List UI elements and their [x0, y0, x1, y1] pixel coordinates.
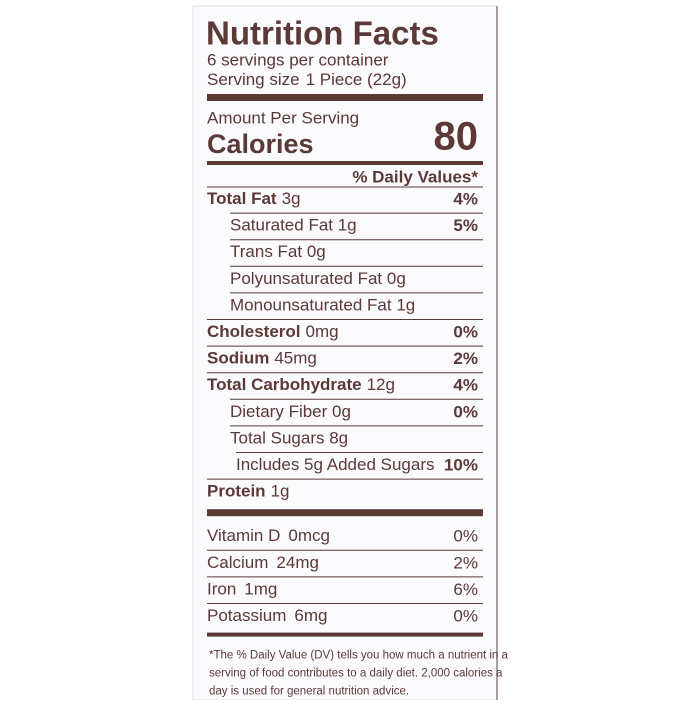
footnote-line: serving of food contributes to a daily d…: [209, 668, 503, 680]
serving-size: Serving size 1 Piece (22g): [207, 70, 407, 89]
dv-header: % Daily Values*: [352, 167, 478, 186]
panel: [192, 5, 498, 701]
nutrient-amount: 1g: [271, 482, 290, 501]
nutrient-row: Includes 5g Added Sugars: [236, 455, 434, 474]
nutrient-name: Sodium: [207, 349, 269, 368]
nutrient-row: Polyunsaturated Fat 0g: [230, 269, 406, 288]
nutrient-name: Polyunsaturated Fat 0g: [230, 269, 406, 288]
vitamin-dv: 0%: [453, 527, 478, 546]
nutrient-name: Total Carbohydrate: [207, 376, 362, 395]
title: Nutrition Facts: [206, 15, 439, 52]
thick-rule: [207, 94, 483, 101]
nutrient-row: Sodium 45mg: [207, 349, 317, 368]
nutrient-row: Trans Fat 0g: [230, 243, 326, 262]
calories-value: 80: [434, 115, 479, 159]
medium-rule: [207, 161, 483, 165]
vitamin-amount: 6mg: [294, 606, 327, 625]
servings: 6 servings per container: [207, 50, 389, 69]
vitamin-name: Potassium: [207, 606, 286, 625]
nutrient-row: Dietary Fiber 0g: [230, 402, 351, 421]
nutrient-amount: 0mg: [306, 322, 339, 341]
medium-rule: [207, 632, 483, 637]
nutrient-row: Cholesterol 0mg: [207, 322, 339, 341]
nutrient-row: Total Sugars 8g: [230, 429, 348, 448]
nutrient-row: Monounsaturated Fat 1g: [230, 296, 415, 315]
vitamin-amount: 0mcg: [288, 527, 330, 546]
nutrient-dv: 0%: [453, 322, 478, 341]
serving-size-label: Serving size: [207, 70, 300, 89]
nutrient-amount: 3g: [282, 189, 301, 208]
footnote-line: *The % Daily Value (DV) tells you how mu…: [209, 650, 509, 662]
nutrient-name: Total Sugars 8g: [230, 429, 348, 448]
vitamin-dv: 2%: [453, 553, 478, 572]
nutrient-dv: 2%: [453, 349, 478, 368]
vitamin-row: Vitamin D 0mcg: [207, 527, 330, 546]
vitamin-name: Vitamin D: [207, 527, 280, 546]
vitamin-row: Iron 1mg: [207, 580, 277, 599]
nutrient-name: Monounsaturated Fat 1g: [230, 296, 415, 315]
thick-rule: [207, 509, 483, 517]
serving-size-value: 1 Piece (22g): [306, 70, 407, 89]
nutrient-name: Dietary Fiber 0g: [230, 402, 351, 421]
nutrient-dv: 4%: [453, 189, 478, 208]
nutrient-amount: 45mg: [274, 349, 317, 368]
vitamin-row: Calcium 24mg: [207, 553, 319, 572]
nutrient-name: Total Fat: [207, 189, 277, 208]
nutrient-dv: 10%: [444, 455, 478, 474]
vitamin-amount: 1mg: [244, 580, 277, 599]
nutrient-row: Total Fat 3g: [207, 189, 301, 208]
nutrient-name: Trans Fat 0g: [230, 243, 326, 262]
nutrient-name: Cholesterol: [207, 322, 301, 341]
nutrient-row: Saturated Fat 1g: [230, 216, 357, 235]
nutrient-name: Saturated Fat 1g: [230, 216, 357, 235]
nutrient-dv: 0%: [453, 402, 478, 421]
footnote-line: day is used for general nutrition advice…: [209, 686, 409, 698]
vitamin-row: Potassium 6mg: [207, 606, 327, 625]
vitamin-name: Iron: [207, 580, 236, 599]
vitamin-dv: 0%: [453, 606, 478, 625]
vitamin-dv: 6%: [453, 580, 478, 599]
nutrient-dv: 4%: [453, 376, 478, 395]
nutrient-name: Includes 5g Added Sugars: [236, 455, 434, 474]
vitamin-amount: 24mg: [276, 553, 319, 572]
vitamin-name: Calcium: [207, 553, 268, 572]
nutrient-dv: 5%: [453, 216, 478, 235]
amount-per-serving: Amount Per Serving: [207, 108, 359, 127]
nutrient-amount: 12g: [367, 376, 395, 395]
nutrient-row: Protein 1g: [207, 482, 289, 501]
calories-label: Calories: [207, 129, 314, 159]
nutrient-name: Protein: [207, 482, 266, 501]
nutrient-row: Total Carbohydrate 12g: [207, 376, 395, 395]
